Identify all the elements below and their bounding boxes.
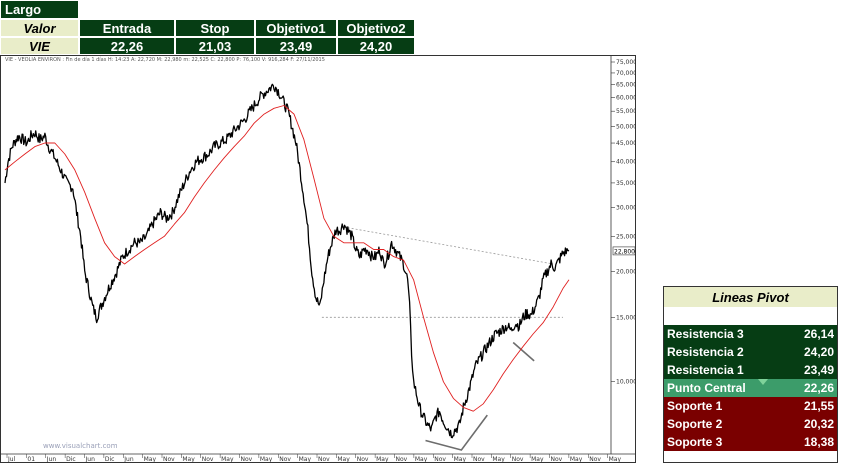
y-tick-label: 55,000 — [616, 108, 635, 115]
pivot-row-resistencia-2: Resistencia 2 24,20 — [664, 343, 837, 361]
y-tick-label: 65,000 — [616, 82, 635, 89]
pivot-value: 22,26 — [803, 381, 834, 395]
trend-line — [425, 414, 488, 451]
x-tick-label: May — [570, 456, 583, 462]
pivot-label: Resistencia 2 — [667, 345, 744, 359]
pivot-label: Punto Central — [667, 381, 746, 395]
y-tick-label: 50,000 — [616, 123, 635, 130]
x-tick-label: May — [182, 456, 195, 462]
col-objetivo2: Objetivo2 — [337, 19, 415, 37]
pivot-value: 23,49 — [803, 363, 834, 377]
watermark: www.visualchart.com — [43, 442, 118, 450]
col-entrada: Entrada — [79, 19, 175, 37]
pivot-value: 26,14 — [803, 327, 834, 341]
ticker-label: VIE — [0, 37, 79, 55]
x-tick-label: Nov — [512, 456, 524, 462]
pivot-panel: Lineas Pivot Resistencia 3 26,14 Resistenc… — [663, 286, 838, 463]
pivot-row-soporte-3: Soporte 3 18,38 — [664, 433, 837, 451]
x-tick-label: May — [415, 456, 428, 462]
y-tick-label: 25,000 — [616, 233, 635, 240]
pivot-row-resistencia-3: Resistencia 3 26,14 — [664, 325, 837, 343]
y-tick-label: 70,000 — [616, 70, 635, 77]
pivot-label: Soporte 2 — [667, 417, 723, 431]
value-entrada: 22,26 — [79, 37, 175, 55]
y-tick-label: 20,000 — [616, 269, 635, 276]
y-tick-label: 75,000 — [616, 59, 635, 66]
pivot-value: 24,20 — [803, 345, 834, 359]
col-objetivo1: Objetivo1 — [255, 19, 337, 37]
pivot-row-punto-central: Punto Central 22,26 — [664, 379, 837, 397]
x-tick-label: May — [337, 456, 350, 462]
x-tick-label: Nov — [357, 456, 369, 462]
pivot-value: 20,32 — [803, 417, 834, 431]
x-tick-label: May — [454, 456, 467, 462]
trend-line — [512, 341, 535, 362]
x-tick-label: May — [376, 456, 389, 462]
pivot-label: Resistencia 3 — [667, 327, 744, 341]
y-tick-label: 40,000 — [616, 159, 635, 166]
x-tick-label: May — [492, 456, 505, 462]
y-tick-label: 35,000 — [616, 180, 635, 187]
pivot-row-soporte-2: Soporte 2 20,32 — [664, 415, 837, 433]
x-tick-label: May — [144, 456, 157, 462]
x-tick-label: Nov — [396, 456, 408, 462]
pivot-label: Soporte 1 — [667, 399, 723, 413]
x-tick-label: Nov — [279, 456, 291, 462]
chart-info: VIE - VEOLIA ENVIRON : Fin de día 1 días… — [5, 57, 325, 63]
x-tick-label: May — [531, 456, 544, 462]
x-tick-label: Nov — [163, 456, 175, 462]
y-tick-label: 15,000 — [616, 314, 635, 321]
moving-average-line — [4, 105, 570, 412]
y-tick-label: 30,000 — [616, 204, 635, 211]
x-tick-label: May — [299, 456, 312, 462]
y-tick-label: 10,000 — [616, 379, 635, 386]
x-tick-label: Nov — [434, 456, 446, 462]
pivot-title: Lineas Pivot — [664, 287, 837, 307]
x-tick-label: May — [260, 456, 273, 462]
x-tick-label: Jun — [46, 456, 57, 462]
pivot-value: 21,55 — [803, 399, 834, 413]
value-objetivo2: 24,20 — [337, 37, 415, 55]
value-stop: 21,03 — [175, 37, 255, 55]
position-type: Largo — [0, 0, 79, 19]
pivot-value: 18,38 — [803, 435, 834, 449]
last-price-box — [612, 246, 635, 256]
y-tick-label: 45,000 — [616, 140, 635, 147]
pivot-label: Soporte 3 — [667, 435, 723, 449]
last-price-label: 22,800 — [614, 248, 635, 255]
central-marker-icon — [758, 379, 768, 385]
x-tick-label: Nov — [318, 456, 330, 462]
price-series — [4, 83, 570, 439]
x-tick-label: 01 — [27, 456, 35, 462]
x-tick-label: May — [221, 456, 234, 462]
x-tick-label: Jul — [7, 456, 16, 462]
x-tick-label: Nov — [473, 456, 485, 462]
x-tick-label: Nov — [241, 456, 253, 462]
chart-canvas[interactable]: 10,000 15,000 20,000 25,000 30,000 35,000 40,0… — [1, 56, 635, 462]
x-tick-label: Nov — [589, 456, 601, 462]
x-tick-label: Nov — [202, 456, 214, 462]
col-stop: Stop — [175, 19, 255, 37]
pivot-row-soporte-1: Soporte 1 21,55 — [664, 397, 837, 415]
price-chart[interactable]: VIE - VEOLIA ENVIRON : Fin de día 1 días… — [0, 55, 636, 463]
value-objetivo1: 23,49 — [255, 37, 337, 55]
y-tick-label: 60,000 — [616, 94, 635, 101]
x-tick-label: Dic — [105, 456, 115, 462]
x-tick-label: Dic — [66, 456, 76, 462]
pivot-row-resistencia-1: Resistencia 1 23,49 — [664, 361, 837, 379]
x-tick-label: Nov — [551, 456, 563, 462]
trend-line-dotted — [343, 226, 554, 265]
value-label: Valor — [0, 19, 79, 37]
pivot-label: Resistencia 1 — [667, 363, 744, 377]
x-tick-label: Jun — [123, 456, 134, 462]
x-tick-label: Jun — [85, 456, 96, 462]
x-tick-label: May — [609, 456, 622, 462]
